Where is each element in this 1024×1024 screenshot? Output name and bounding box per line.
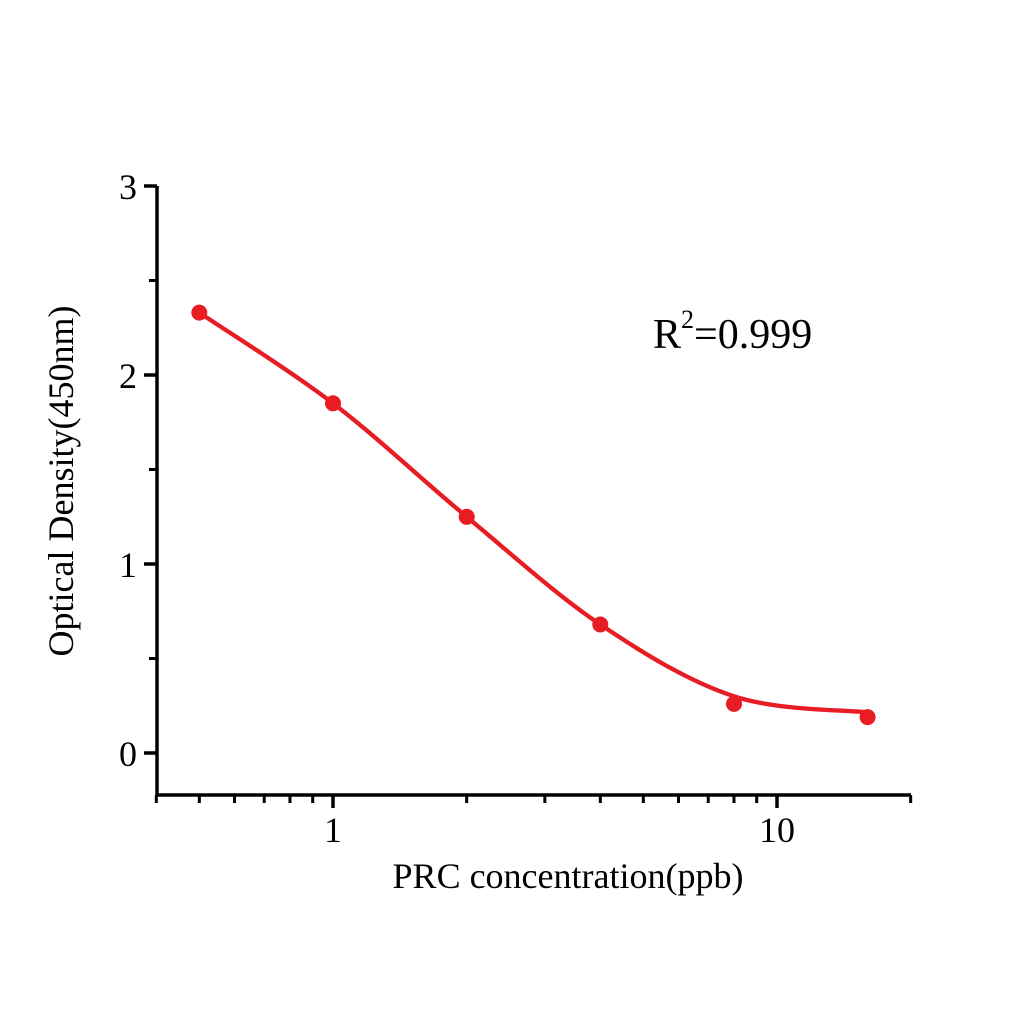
fit-curve-line	[197, 310, 870, 715]
data-point	[592, 616, 609, 633]
data-point	[191, 304, 208, 321]
r-squared-exponent: 2	[681, 305, 695, 334]
axis-spines	[155, 186, 911, 797]
y-axis-title: Optical Density(450nm)	[41, 305, 81, 657]
data-point	[726, 695, 742, 712]
data-point	[458, 508, 475, 525]
y-tick-label-0: 0	[119, 734, 137, 774]
r-squared-annotation: R2=0.999	[653, 307, 813, 358]
y-tick-label-2: 2	[119, 356, 137, 396]
x-tick-label-10: 10	[759, 810, 795, 850]
r-squared-value: =0.999	[694, 312, 813, 358]
y-tick-label-1: 1	[119, 545, 137, 585]
y-tick-label-3: 3	[119, 167, 137, 207]
data-point	[859, 709, 876, 726]
data-point	[325, 395, 341, 412]
x-tick-label-1: 1	[324, 810, 342, 850]
x-axis-title: PRC concentration(ppb)	[392, 856, 744, 896]
r-squared-base: R	[653, 312, 682, 358]
